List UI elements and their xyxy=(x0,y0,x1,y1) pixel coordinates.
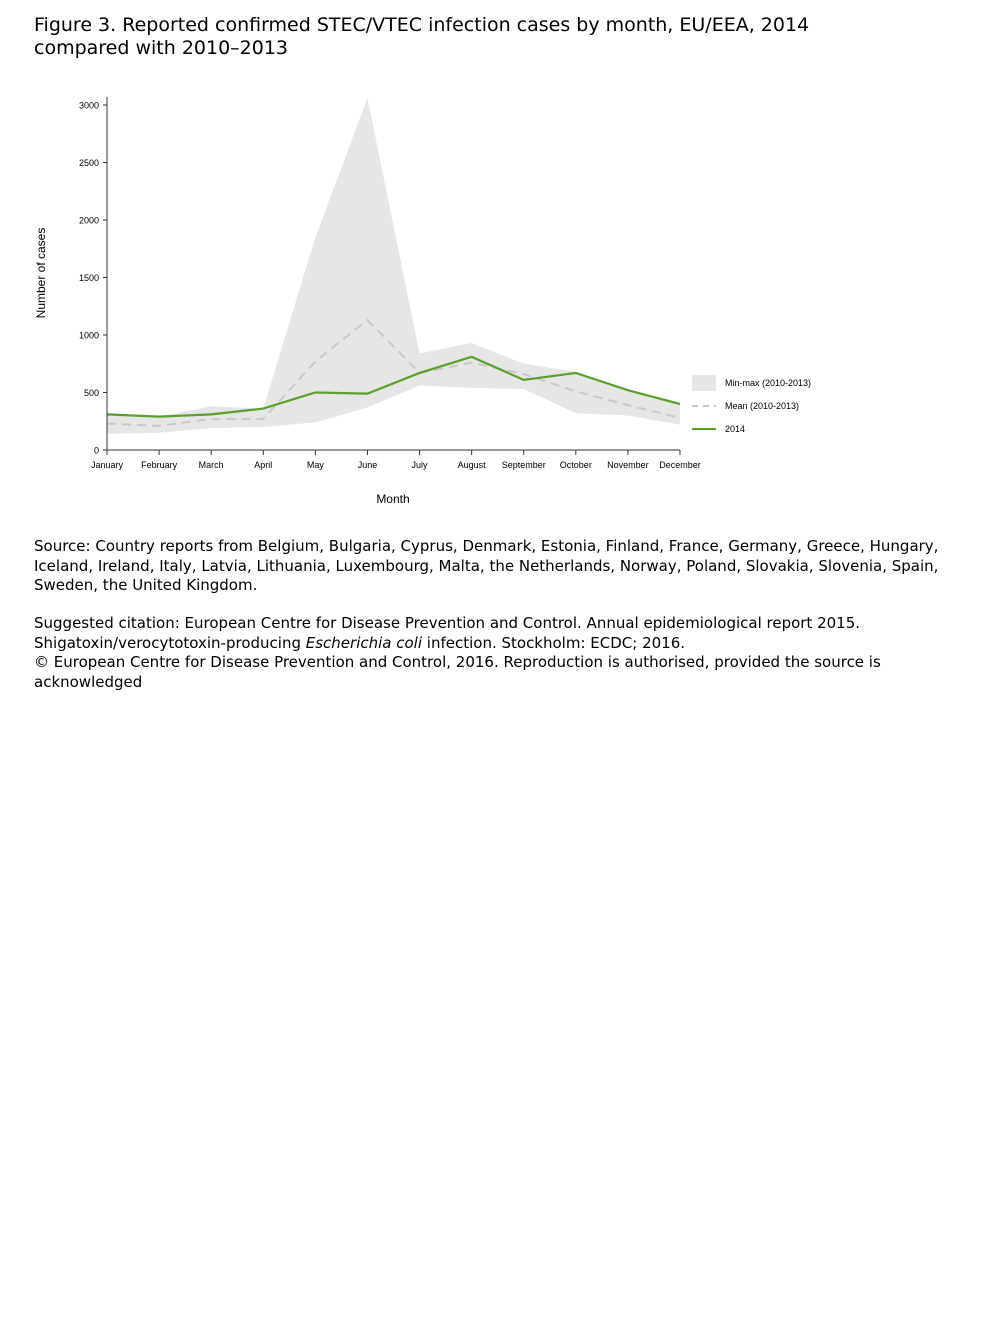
y-tick-label: 1500 xyxy=(79,273,99,283)
legend-label-mean: Mean (2010-2013) xyxy=(725,401,799,411)
y-tick-label: 3000 xyxy=(79,101,99,111)
y-tick-label: 1000 xyxy=(79,331,99,341)
x-tick-label: December xyxy=(659,460,701,470)
y-tick-label: 2500 xyxy=(79,158,99,168)
legend-label-2014: 2014 xyxy=(725,424,745,434)
citation-suffix: infection. Stockholm: ECDC; 2016. xyxy=(422,633,686,652)
x-tick-label: April xyxy=(254,460,272,470)
series-line-mean xyxy=(106,318,681,427)
figure-title: Figure 3. Reported confirmed STEC/VTEC i… xyxy=(34,14,810,59)
citation-italic: Escherichia coli xyxy=(305,633,423,652)
copyright: © European Centre for Disease Prevention… xyxy=(34,653,881,691)
y-tick-label: 500 xyxy=(84,388,99,398)
x-tick-label: February xyxy=(141,460,178,470)
citation-note: Suggested citation: European Centre for … xyxy=(34,614,984,692)
min-max-band xyxy=(107,98,680,434)
legend-label-band: Min-max (2010-2013) xyxy=(725,378,811,388)
x-tick-label: March xyxy=(199,460,224,470)
y-axis-label: Number of cases xyxy=(34,228,48,319)
x-tick-label: January xyxy=(91,460,124,470)
x-tick-label: July xyxy=(412,460,429,470)
x-tick-label: September xyxy=(502,460,546,470)
x-tick-label: June xyxy=(358,460,378,470)
x-axis-label: Month xyxy=(376,492,409,506)
series-line-2014 xyxy=(106,355,681,418)
x-tick-label: August xyxy=(458,460,487,470)
y-tick-label: 0 xyxy=(94,446,99,456)
citation-prefix: Suggested citation: European Centre for … xyxy=(34,614,861,652)
x-tick-label: October xyxy=(560,460,592,470)
line-chart: 0 500 1000 1500 2000 2500 3000 January February M… xyxy=(34,97,811,506)
source-note: Source: Country reports from Belgium, Bu… xyxy=(34,537,939,594)
x-tick-label: November xyxy=(607,460,649,470)
y-tick-label: 2000 xyxy=(79,216,99,226)
legend-swatch-band xyxy=(692,375,716,391)
x-tick-label: May xyxy=(307,460,325,470)
